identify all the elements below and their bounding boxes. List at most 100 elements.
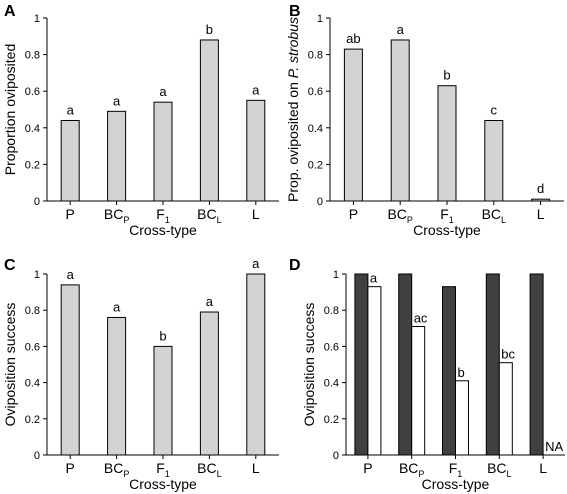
- panel-c: C 0 0.2 0.4 0.6 0.8 1 P BCP F1 BCL L Cross-type Ovip…: [2, 256, 279, 492]
- y-tick-label-d: 0.4: [324, 378, 339, 390]
- x-tick-label-c: P: [66, 460, 75, 476]
- x-axis-title-c: Cross-type: [129, 476, 197, 492]
- bar-a: [199, 39, 219, 202]
- y-tick-label-a: 0.2: [25, 159, 40, 171]
- bar-series-2-d: [498, 362, 513, 456]
- significance-label-a: a: [252, 82, 260, 97]
- y-axis-title-c: Oviposition success: [2, 303, 18, 427]
- y-axis-title-d: Oviposition success: [301, 303, 317, 427]
- panel-b: B 0 0.2 0.4 0.6 0.8 1 P BCP F1 BCL L Cross-type Prop…: [285, 3, 564, 238]
- bar-a: [246, 99, 266, 202]
- y-tick-label-b: 0.8: [308, 50, 323, 62]
- x-tick-label-c: F1: [156, 460, 170, 479]
- x-axis-title-d: Cross-type: [422, 476, 490, 492]
- bar-c: [107, 316, 127, 456]
- significance-label-c: a: [67, 267, 75, 282]
- bar-series-1-d: [442, 286, 456, 456]
- significance-label-d: b: [458, 365, 465, 380]
- bar-series-2-d: [455, 380, 469, 456]
- y-tick-label-b: 1: [317, 13, 323, 25]
- panel-d: D 0 0.2 0.4 0.6 0.8 1 P BCP F1 BCL L Cross-type Ovip…: [289, 257, 565, 492]
- y-tick-label-b: 0.2: [308, 159, 323, 171]
- x-tick-label-d: BCL: [487, 460, 511, 479]
- x-tick-label-a: BCP: [104, 206, 129, 225]
- x-tick-label-d: P: [363, 460, 372, 476]
- x-tick-label-a: P: [66, 206, 75, 222]
- significance-label-c: a: [113, 299, 121, 314]
- y-tick-label-c: 0.6: [25, 341, 40, 353]
- panel-letter-b: B: [289, 3, 301, 20]
- panel-a: A 0 0.2 0.4 0.6 0.8 1 P BCP F1 BCL L Cross-type Prop…: [2, 3, 279, 238]
- x-tick-label-a: L: [252, 206, 260, 222]
- bar-series-2-d: [411, 325, 426, 456]
- y-tick-label-a: 0.8: [25, 50, 40, 62]
- bar-a: [107, 110, 127, 202]
- y-tick-label-b: 0.4: [308, 123, 323, 135]
- significance-label-d: bc: [501, 347, 515, 362]
- bar-c: [60, 284, 80, 456]
- significance-label-a: a: [67, 102, 75, 117]
- significance-label-a: b: [206, 22, 213, 37]
- y-tick-label-c: 0.8: [25, 305, 40, 317]
- x-axis-title-a: Cross-type: [129, 222, 197, 238]
- significance-label-b: c: [491, 102, 498, 117]
- panel-letter-c: C: [4, 257, 16, 274]
- y-tick-label-d: 1: [333, 269, 339, 281]
- y-tick-label-d: 0.2: [324, 414, 339, 426]
- y-tick-label-b: 0.6: [308, 86, 323, 98]
- y-axis-title-b: Prop. oviposited on P. strobus: [285, 17, 301, 202]
- bar-series-1-d: [354, 273, 369, 456]
- x-tick-label-d: F1: [449, 460, 463, 479]
- y-tick-label-a: 0: [34, 196, 40, 208]
- significance-label-c: a: [206, 294, 214, 309]
- bar-b: [437, 85, 457, 202]
- y-tick-label-c: 0: [34, 450, 40, 462]
- x-tick-label-a: F1: [156, 206, 170, 225]
- x-tick-label-b: L: [537, 206, 545, 222]
- y-tick-label-c: 0.2: [25, 414, 40, 426]
- y-tick-label-c: 1: [34, 269, 40, 281]
- bar-series-1-d: [529, 273, 544, 456]
- x-tick-label-a: BCL: [197, 206, 221, 225]
- x-tick-label-d: L: [539, 460, 547, 476]
- significance-label-d: ac: [414, 310, 428, 325]
- bar-c: [199, 311, 219, 456]
- significance-label-c: b: [159, 328, 166, 343]
- x-axis-title-b: Cross-type: [413, 222, 481, 238]
- y-axis-title-a: Proportion oviposited: [2, 44, 18, 176]
- x-tick-label-b: BCP: [387, 206, 412, 225]
- y-tick-label-a: 0.6: [25, 86, 40, 98]
- bar-series-1-d: [398, 273, 413, 456]
- significance-label-d: a: [370, 271, 378, 286]
- bar-c: [246, 273, 266, 456]
- bar-a: [153, 101, 173, 202]
- x-tick-label-c: BCP: [104, 460, 129, 479]
- y-tick-label-c: 0.4: [25, 378, 40, 390]
- bar-b: [484, 119, 504, 202]
- x-tick-label-b: BCL: [482, 206, 506, 225]
- y-tick-label-d: 0: [333, 450, 339, 462]
- bar-c: [153, 345, 173, 456]
- x-tick-label-c: BCL: [197, 460, 221, 479]
- significance-label-d: NA: [545, 439, 563, 454]
- bar-b: [531, 198, 551, 202]
- y-tick-label-a: 0.4: [25, 123, 40, 135]
- bar-b: [390, 39, 410, 202]
- significance-label-b: a: [397, 22, 405, 37]
- x-tick-label-b: F1: [440, 206, 454, 225]
- bar-a: [60, 119, 80, 202]
- significance-label-b: d: [537, 181, 544, 196]
- significance-label-a: a: [159, 84, 167, 99]
- panel-letter-d: D: [289, 257, 301, 274]
- panel-letter-a: A: [4, 3, 16, 20]
- y-tick-label-d: 0.8: [324, 305, 339, 317]
- significance-label-c: a: [252, 256, 260, 271]
- significance-label-a: a: [113, 93, 121, 108]
- y-tick-label-d: 0.6: [324, 341, 339, 353]
- x-tick-label-b: P: [349, 206, 358, 222]
- y-tick-label-b: 0: [317, 196, 323, 208]
- significance-label-b: ab: [346, 31, 360, 46]
- bar-series-1-d: [485, 273, 500, 456]
- x-tick-label-c: L: [252, 460, 260, 476]
